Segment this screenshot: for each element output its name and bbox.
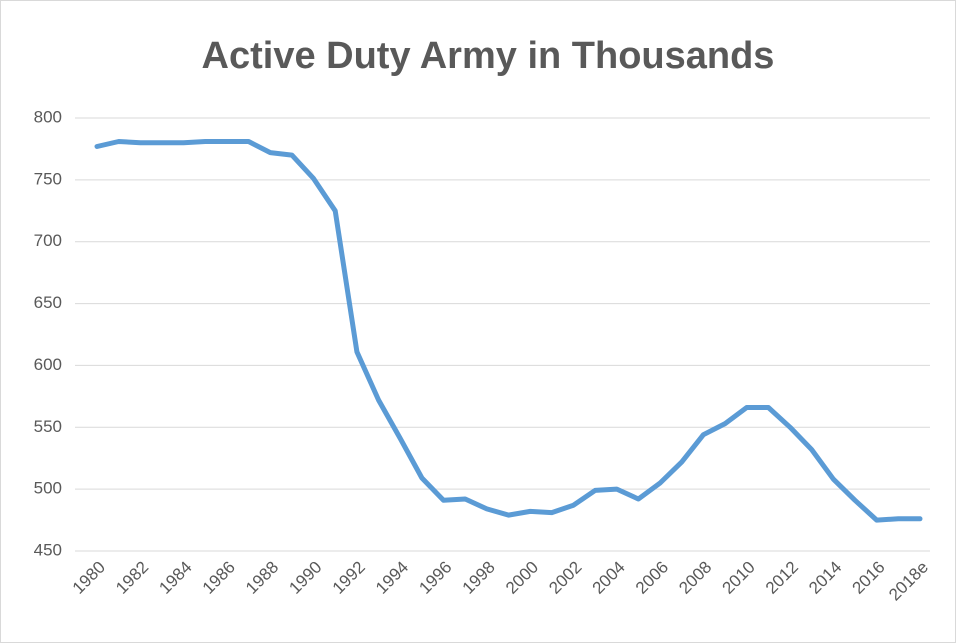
chart-title: Active Duty Army in Thousands <box>202 35 775 77</box>
y-tick-label: 700 <box>34 231 62 250</box>
data-line <box>94 139 923 523</box>
y-tick-label: 800 <box>34 107 62 126</box>
y-tick-label: 600 <box>34 355 62 374</box>
y-tick-label: 750 <box>34 169 62 188</box>
y-tick-label: 650 <box>34 293 62 312</box>
y-tick-label: 500 <box>34 479 62 498</box>
y-tick-label: 450 <box>34 540 62 559</box>
y-tick-label: 550 <box>34 417 62 436</box>
